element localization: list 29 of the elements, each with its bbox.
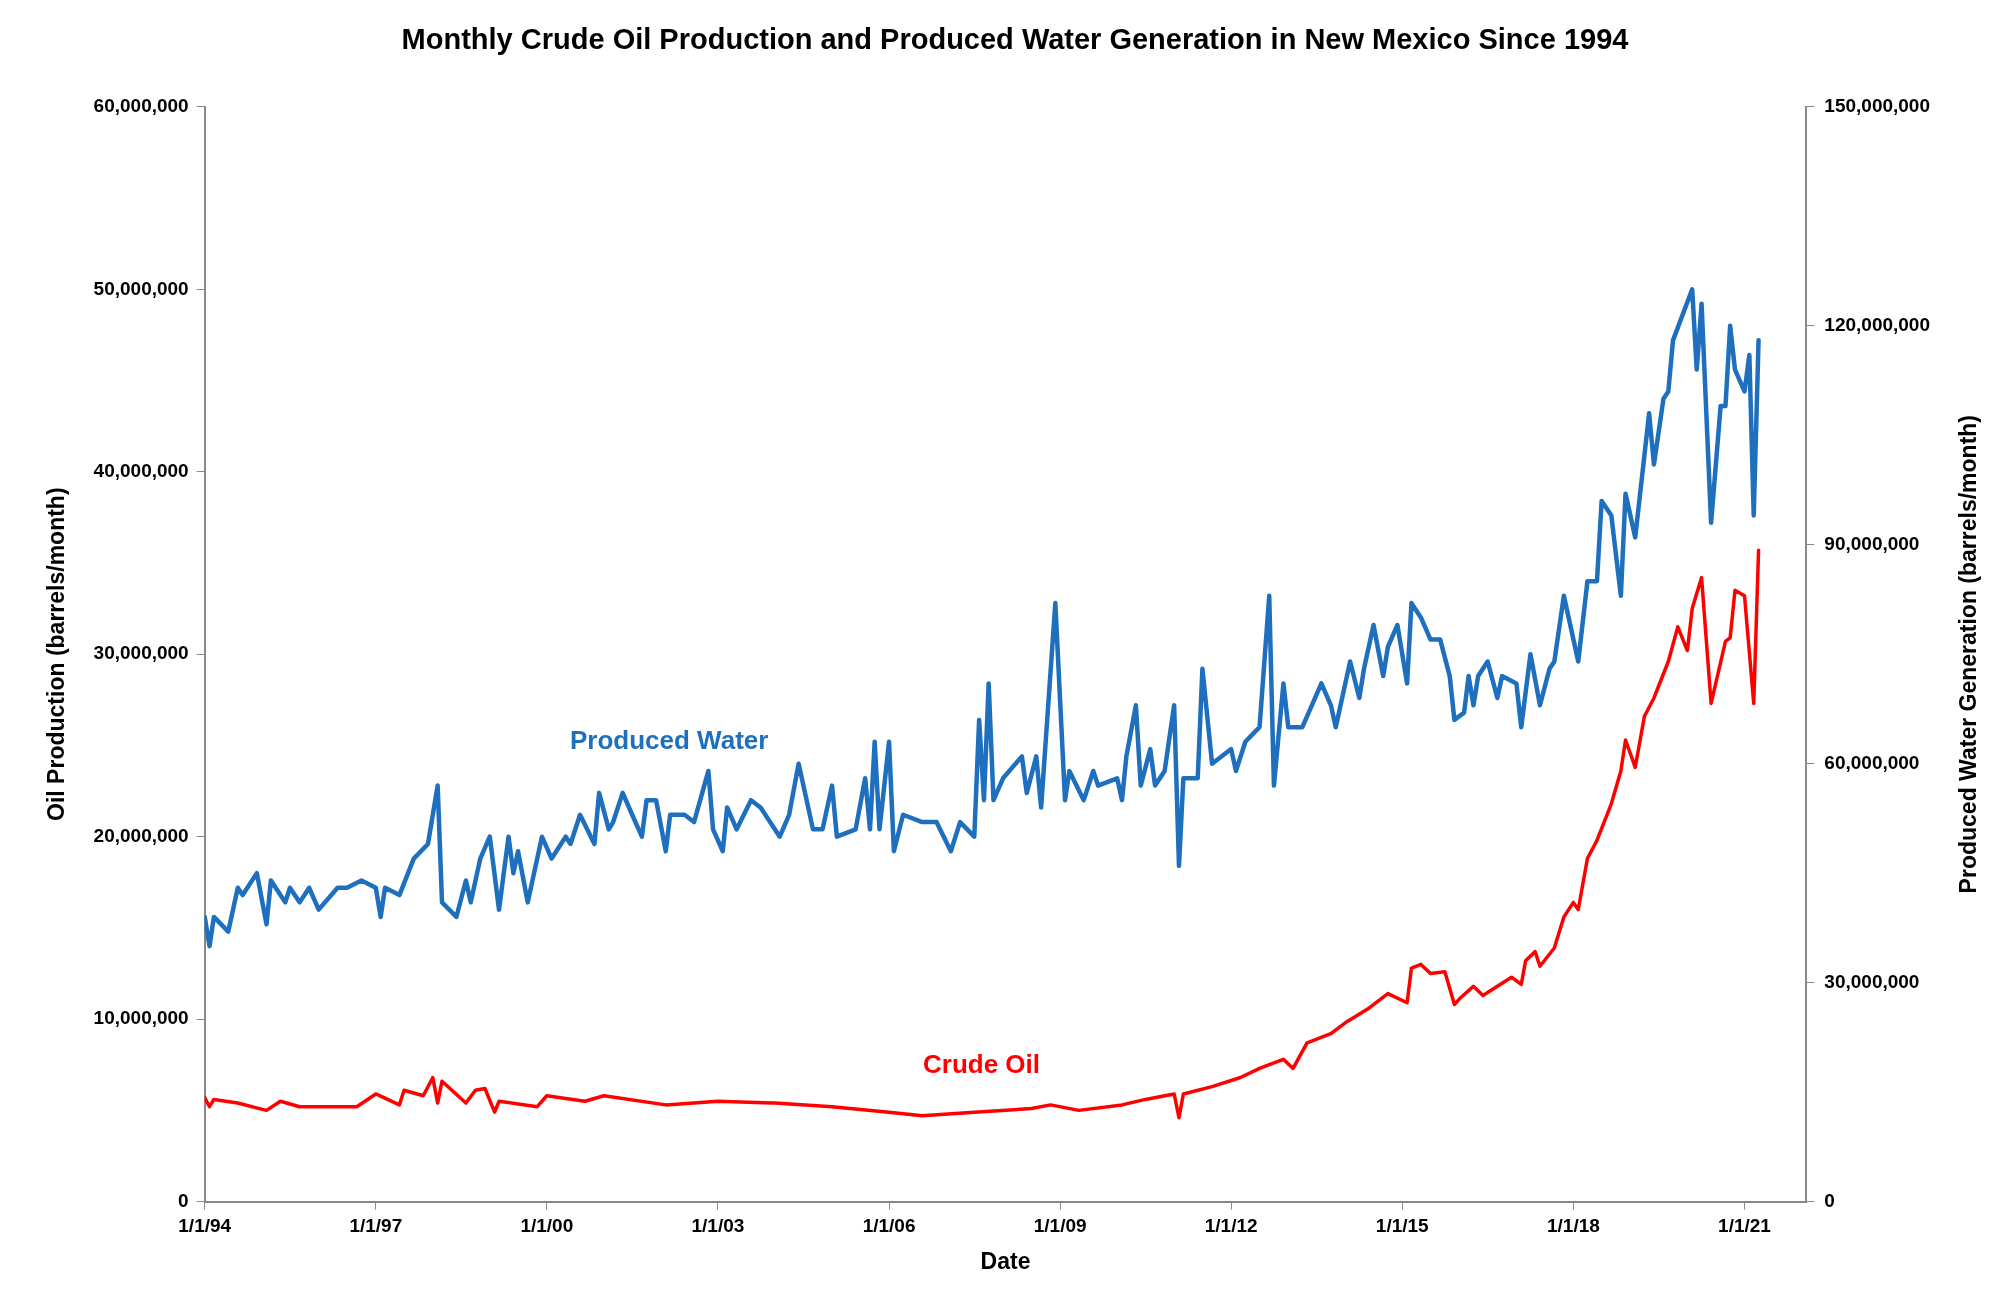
y2-tick-label: 150,000,000 bbox=[1824, 95, 1931, 117]
chart-title: Monthly Crude Oil Production and Produced Water Generation in New Mexico Since 1994 bbox=[401, 23, 1629, 56]
x-tick-label: 1/1/21 bbox=[1718, 1215, 1772, 1237]
y-tick-label: 20,000,000 bbox=[93, 824, 189, 846]
x-tick-label: 1/1/00 bbox=[520, 1215, 574, 1237]
x-tick-label: 1/1/09 bbox=[1033, 1215, 1087, 1237]
y-tick-label: 60,000,000 bbox=[93, 95, 189, 117]
x-tick-label: 1/1/18 bbox=[1546, 1215, 1600, 1237]
x-tick-label: 1/1/12 bbox=[1204, 1215, 1258, 1237]
y2-tick-label: 0 bbox=[1824, 1189, 1835, 1211]
y2-tick-label: 60,000,000 bbox=[1824, 751, 1920, 773]
y-axis-title: Oil Production (barrels/month) bbox=[43, 487, 70, 821]
y-tick-label: 50,000,000 bbox=[93, 277, 189, 299]
x-axis-title: Date bbox=[980, 1247, 1031, 1274]
y2-tick-label: 120,000,000 bbox=[1824, 313, 1931, 335]
series-label: Produced Water bbox=[569, 724, 769, 755]
y-tick-label: 30,000,000 bbox=[93, 642, 189, 664]
y2-tick-label: 90,000,000 bbox=[1824, 532, 1920, 554]
x-tick-label: 1/1/03 bbox=[691, 1215, 745, 1237]
y2-axis-title: Produced Water Generation (barrels/month) bbox=[1955, 415, 1982, 894]
x-tick-label: 1/1/15 bbox=[1375, 1215, 1430, 1237]
y-tick-label: 40,000,000 bbox=[93, 459, 189, 481]
x-tick-label: 1/1/94 bbox=[178, 1215, 232, 1237]
x-tick-label: 1/1/97 bbox=[349, 1215, 403, 1237]
y-tick-label: 0 bbox=[178, 1189, 189, 1211]
y2-tick-label: 30,000,000 bbox=[1824, 970, 1920, 992]
x-tick-label: 1/1/06 bbox=[862, 1215, 916, 1237]
series-label: Crude Oil bbox=[922, 1049, 1040, 1080]
y-tick-label: 10,000,000 bbox=[93, 1007, 189, 1029]
